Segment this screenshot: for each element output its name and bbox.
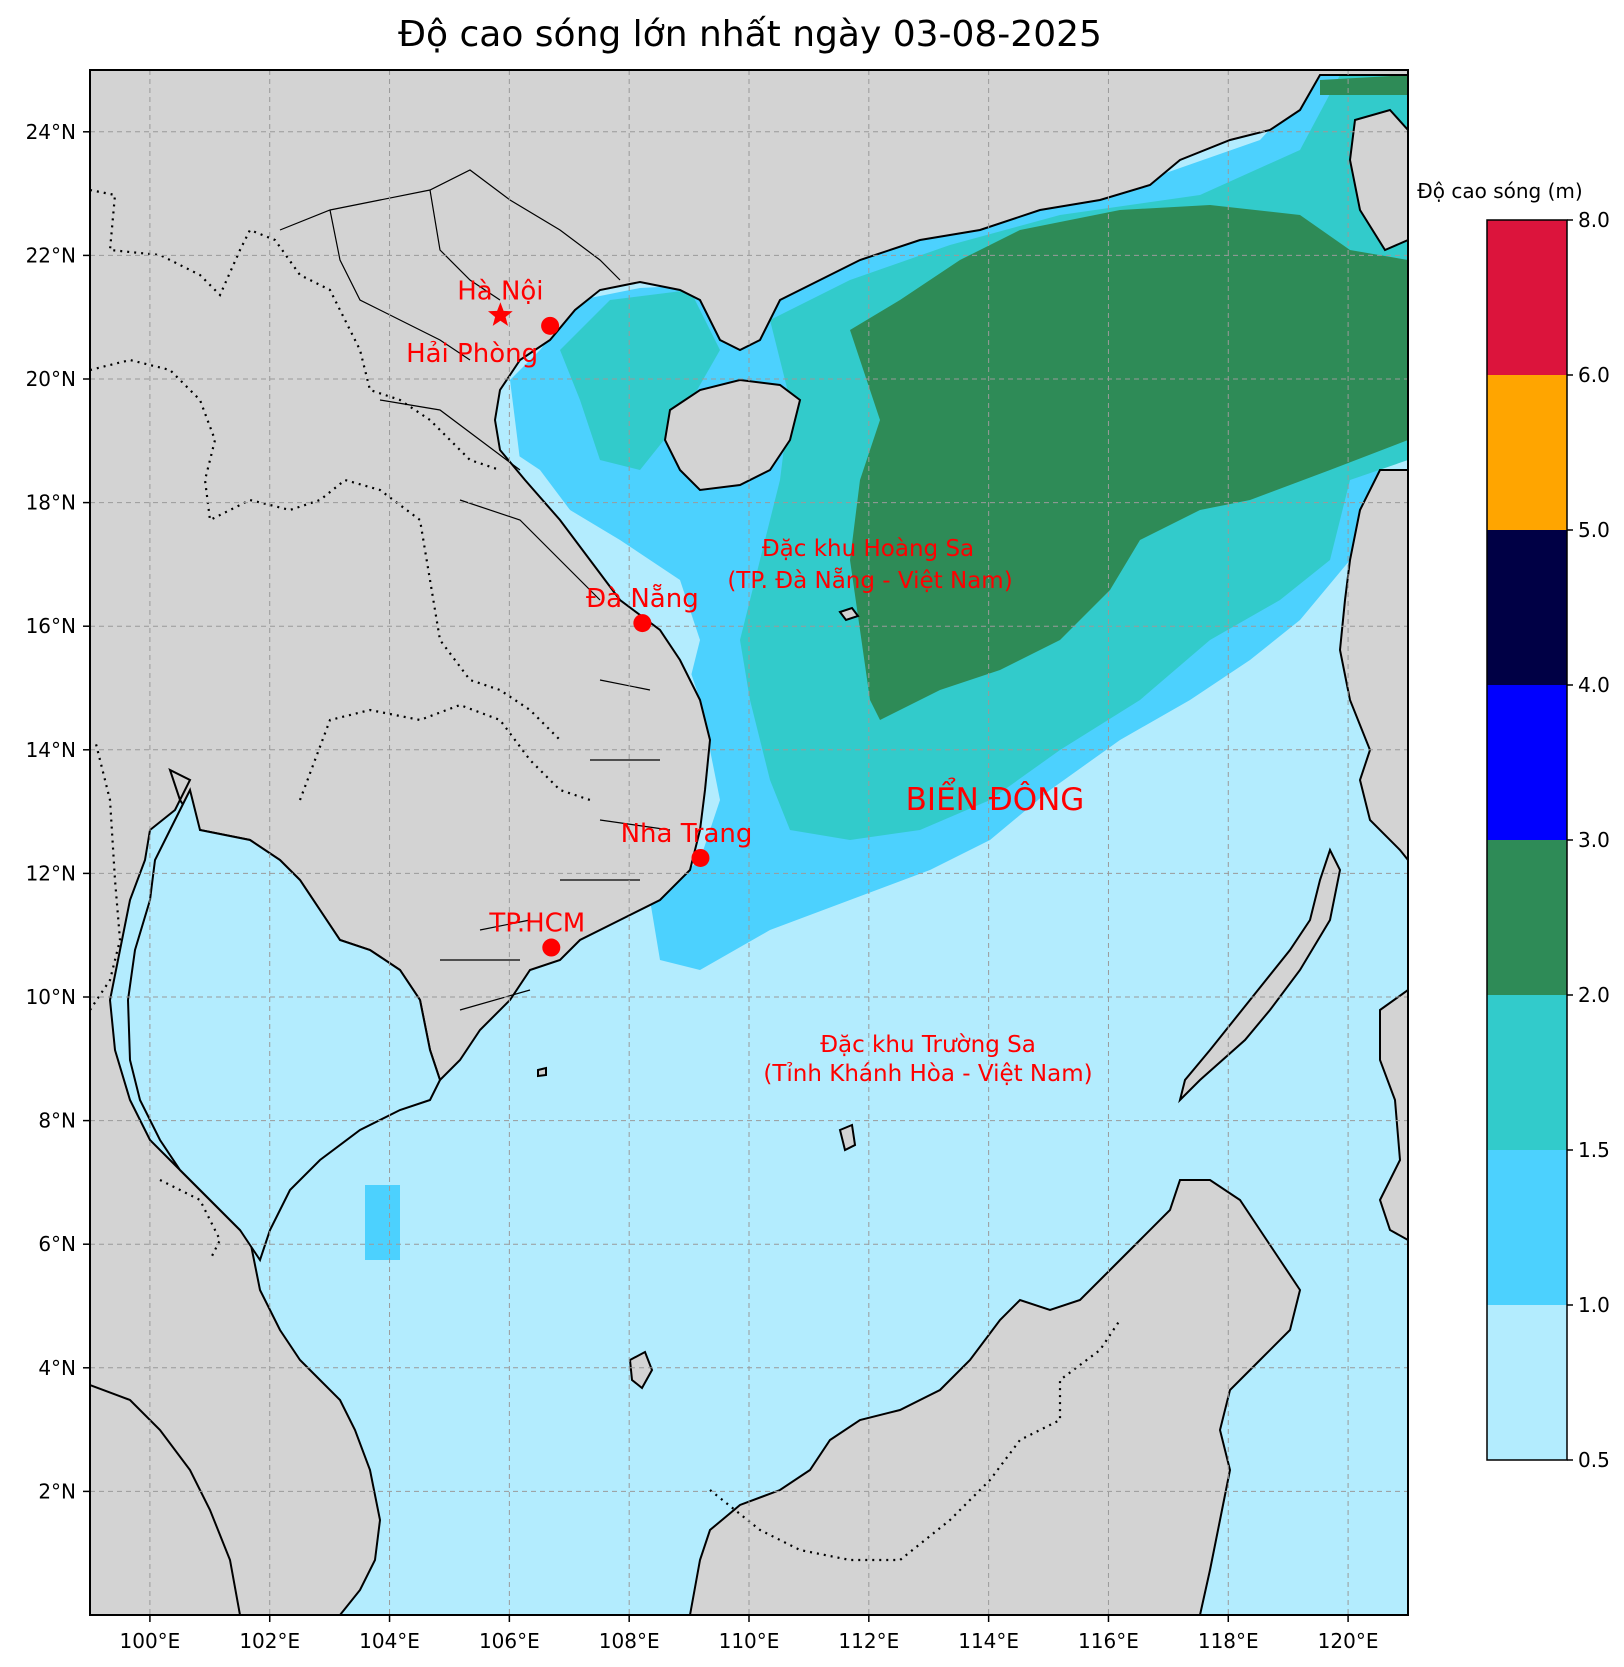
truong-sa-label-2: (Tỉnh Khánh Hòa - Việt Nam) [763,1061,1092,1087]
lon-tick-label: 108°E [599,1629,660,1653]
lat-tick-label: 16°N [26,614,76,638]
lat-tick-label: 24°N [26,120,76,144]
lon-tick-label: 110°E [719,1629,780,1653]
map-grid [90,70,1408,1615]
colorbar-tick-label: 5.0 [1578,518,1610,542]
city-label: Hải Phòng [406,339,538,369]
city-label: TP.HCM [488,909,585,939]
colorbar-segment [1487,840,1567,995]
land-natuna [628,1350,654,1390]
land-spratly [838,1123,857,1152]
colorbar-segment [1487,995,1567,1150]
city-marker-dot [691,848,710,867]
map-title: Độ cao sóng lớn nhất ngày 03-08-2025 [398,14,1102,55]
city-label: Đà Nẵng [586,583,699,614]
sea-name-label: BIỂN ĐÔNG [906,777,1085,818]
lon-tick-label: 120°E [1318,1629,1379,1653]
city-marker-dot [633,614,652,633]
colorbar-segment [1487,1305,1567,1460]
hoang-sa-label-1: Đặc khu Hoàng Sa [762,536,974,562]
lon-tick-label: 104°E [359,1629,420,1653]
colorbar-tick-label: 4.0 [1578,673,1610,697]
lat-tick-label: 12°N [26,861,76,885]
city-marker-dot [542,938,561,957]
colorbar-segment [1487,685,1567,840]
hoang-sa-label-2: (TP. Đà Nẵng - Việt Nam) [727,566,1012,594]
lon-tick-label: 114°E [958,1629,1019,1653]
land-hainan [663,378,802,492]
lat-tick-label: 18°N [26,491,76,515]
wave-zone-2-3m [850,75,1408,720]
lat-tick-label: 10°N [26,985,76,1009]
land-philippines [1178,469,1408,1242]
colorbar-title: Độ cao sóng (m) [1417,179,1582,203]
colorbar-tick-label: 1.5 [1578,1138,1610,1162]
lat-tick-label: 22°N [26,243,76,267]
lat-tick-label: 14°N [26,738,76,762]
city-label: Hà Nội [457,276,543,306]
gulf-of-thailand [126,787,442,1263]
truong-sa-label-1: Đặc khu Trường Sa [820,1032,1036,1058]
lat-tick-label: 20°N [26,367,76,391]
wave-patch [365,1185,400,1260]
land-taiwan [1348,108,1408,252]
lon-tick-label: 106°E [479,1629,540,1653]
colorbar-tick-label: 6.0 [1578,363,1610,387]
lat-tick-labels: 2°N 4°N 6°N 8°N 10°N 12°N 14°N 16°N 18°N 20°N 22°N… [26,120,90,1503]
city-label: Nha Trang [621,819,753,849]
colorbar-segment [1487,220,1567,375]
colorbar-segment [1487,1150,1567,1305]
colorbar-tick-label: 8.0 [1578,208,1610,232]
near-shore-strip [510,450,700,680]
lat-tick-label: 2°N [38,1479,76,1503]
colorbar-tick-label: 3.0 [1578,828,1610,852]
land-con-dao [537,1066,547,1078]
lon-tick-label: 118°E [1198,1629,1259,1653]
country-borders [90,188,1121,1562]
lon-tick-label: 100°E [120,1629,181,1653]
city-marker-dot [541,316,560,335]
lon-tick-label: 102°E [239,1629,300,1653]
land-sumatra [90,1383,242,1615]
land-borneo [688,1179,1302,1615]
lat-tick-label: 6°N [38,1232,76,1256]
province-borders [279,169,671,1011]
colorbar-tick-label: 1.0 [1578,1293,1610,1317]
lon-tick-label: 112°E [838,1629,899,1653]
lon-tick-labels: 100°E 102°E 104°E 106°E 108°E 110°E 112°E 114°E… [120,1615,1379,1653]
lon-tick-label: 116°E [1078,1629,1139,1653]
wave-field [365,70,1408,1260]
lat-tick-label: 4°N [38,1356,76,1380]
colorbar-segment [1487,375,1567,530]
city-marker-star [488,302,513,326]
map-annotations: Đặc khu Hoàng Sa (TP. Đà Nẵng - Việt Nam… [727,536,1092,1087]
colorbar-tick-label: 0.5 [1578,1448,1610,1472]
land-paracel [838,606,860,622]
colorbar-segment [1487,530,1567,685]
colorbar: 0.5 1.0 1.5 2.0 3.0 4.0 5.0 6.0 8.0 [1486,208,1610,1472]
lat-tick-label: 8°N [38,1109,76,1133]
colorbar-tick-label: 2.0 [1578,983,1610,1007]
land-layer [90,70,1408,1615]
city-markers: Hà Nội Hải Phòng Đà Nẵng Nha Trang TP.HCM [406,276,753,957]
